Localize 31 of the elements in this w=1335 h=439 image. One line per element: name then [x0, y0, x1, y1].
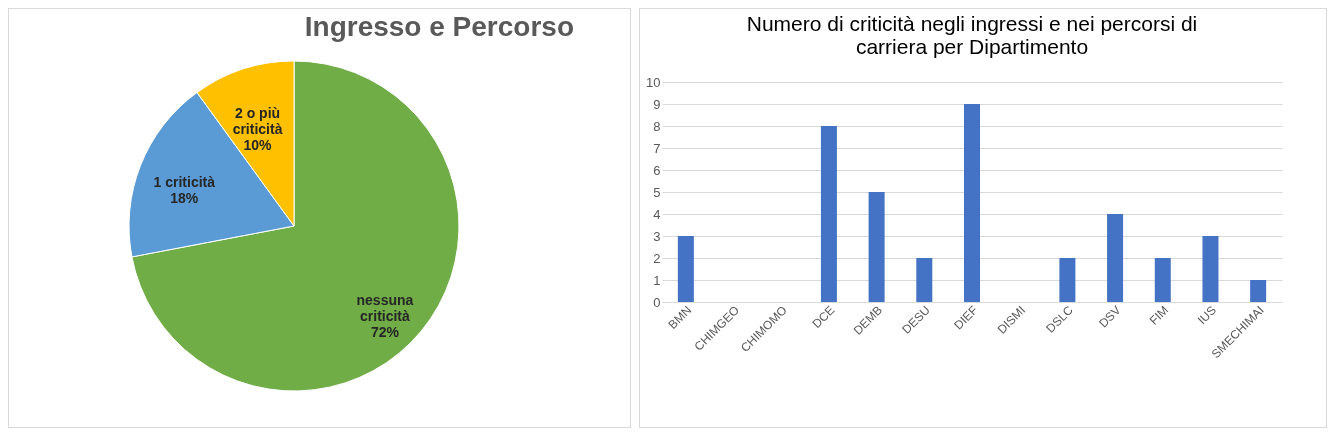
y-tick-label: 4	[653, 206, 661, 222]
y-tick-label: 0	[653, 294, 661, 310]
bar	[1250, 280, 1267, 302]
bar	[964, 104, 981, 302]
data-label: 72%	[370, 324, 400, 341]
y-tick-label: 2	[653, 250, 661, 266]
pie-slice	[131, 60, 460, 392]
y-tick-label: 5	[653, 184, 661, 200]
bar	[1107, 214, 1124, 302]
slice-label: 1 criticità	[153, 173, 216, 190]
y-tick-label: 10	[646, 74, 661, 90]
bar	[1202, 236, 1219, 302]
slice-label: 2 o più criticità	[232, 104, 283, 137]
bar	[677, 236, 694, 302]
x-tick-label: FIM	[1146, 303, 1172, 328]
y-tick-label: 7	[653, 140, 661, 156]
data-label: 18%	[170, 189, 199, 206]
y-tick-label: 1	[653, 272, 661, 288]
bar	[1154, 258, 1171, 302]
bar	[868, 192, 885, 302]
y-tick-label: 3	[653, 228, 661, 244]
chart-title: Ingresso e Percorso	[304, 11, 574, 42]
slice-label: nessuna criticità	[356, 292, 414, 325]
data-label: 10%	[243, 136, 273, 153]
y-tick-label: 9	[653, 96, 661, 112]
y-tick-label: 8	[653, 118, 661, 134]
bar	[916, 258, 933, 302]
bar	[821, 126, 838, 302]
bar	[1059, 258, 1076, 302]
y-tick-label: 6	[653, 162, 661, 178]
chart-title: Numero di criticità negli ingressi e nei percorsi di carriera per Dipartimento	[746, 12, 1198, 58]
